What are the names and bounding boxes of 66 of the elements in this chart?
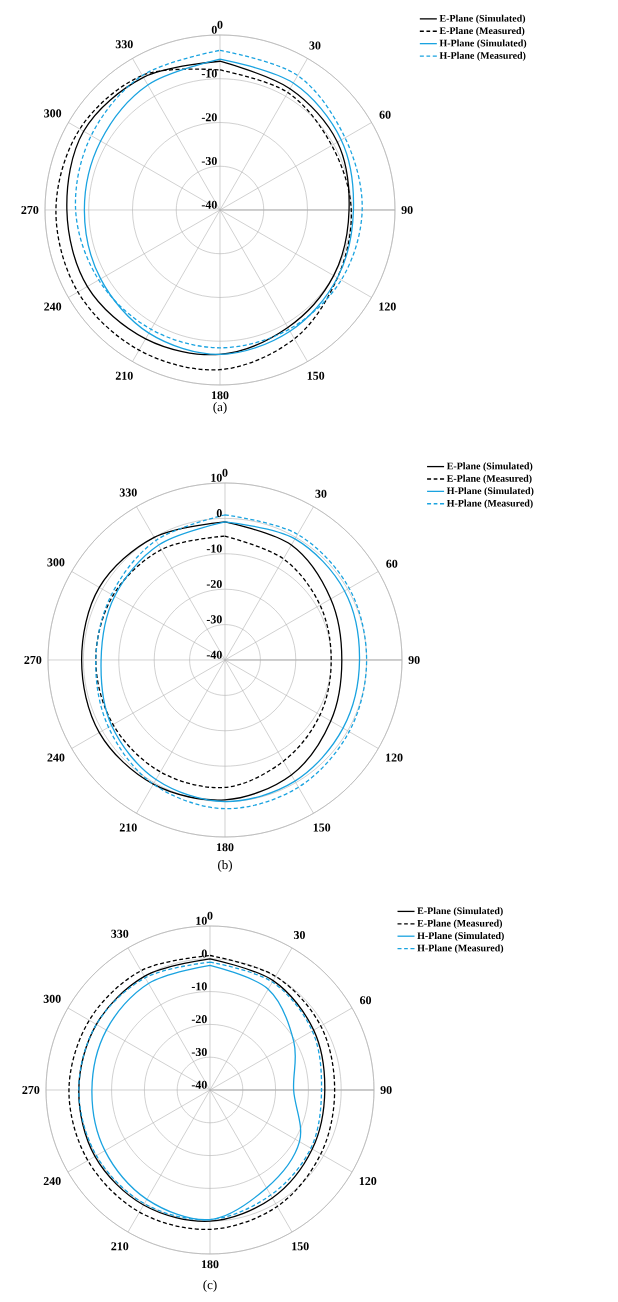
legend-label: E-Plane (Measured)	[439, 27, 525, 37]
spoke-label: 210	[111, 1242, 129, 1251]
spoke-label: 210	[115, 371, 133, 380]
spoke-label: 330	[111, 929, 129, 938]
text: (b)	[218, 860, 232, 872]
legend-label: H-Plane (Simulated)	[439, 39, 527, 49]
legend-label: E-Plane (Simulated)	[417, 907, 503, 917]
y-tick-label: -30	[206, 615, 222, 624]
legend-label: H-Plane (Measured)	[446, 499, 533, 509]
legend-label: H-Plane (Simulated)	[417, 931, 504, 942]
legend-label: E-Plane (Simulated)	[446, 462, 533, 472]
text: (a)	[213, 402, 227, 414]
spoke-label: 300	[43, 994, 61, 1003]
spoke-label: 300	[47, 558, 65, 567]
y-tick-label: 10	[211, 473, 222, 482]
y-tick-label: -30	[191, 1047, 207, 1056]
y-tick-label: 0	[211, 25, 217, 34]
spoke-label: 120	[359, 1177, 377, 1186]
spoke-label: 60	[359, 996, 372, 1005]
spoke-label: 0	[222, 468, 228, 477]
legend-label: E-Plane (Measured)	[417, 919, 503, 929]
spoke-label: 270	[21, 205, 39, 215]
y-tick-label: -40	[191, 1080, 207, 1089]
y-tick-label: -40	[206, 650, 222, 659]
spoke-label: 240	[43, 1177, 61, 1186]
spoke-label: 90	[380, 1085, 392, 1095]
legend-label: E-Plane (Simulated)	[439, 14, 526, 24]
spoke-label: 90	[401, 205, 413, 215]
spoke-label: 30	[293, 931, 305, 940]
spoke-label: 270	[24, 655, 42, 665]
y-tick-label: -40	[201, 200, 217, 209]
spoke-label: 270	[22, 1085, 40, 1095]
text: (c)	[203, 1280, 217, 1292]
y-tick-label: -30	[201, 156, 217, 166]
spoke-label: 330	[119, 488, 137, 497]
spoke-label: 60	[379, 110, 391, 119]
legend-label: H-Plane (Measured)	[439, 51, 526, 61]
spoke-label: 180	[201, 1260, 219, 1269]
spoke-label: 90	[408, 655, 420, 665]
y-tick-label: -20	[206, 579, 222, 588]
spoke-label: 240	[47, 753, 65, 762]
y-tick-label: 0	[201, 949, 207, 958]
spoke-label: 240	[44, 302, 62, 311]
legend-label: H-Plane (Measured)	[417, 944, 504, 954]
legend-label: H-Plane (Simulated)	[446, 487, 534, 497]
y-tick-label: -10	[201, 69, 217, 78]
spoke-label: 210	[119, 823, 137, 832]
spoke-label: 60	[386, 559, 398, 568]
spoke-label: 120	[386, 753, 403, 762]
spoke-label: 150	[313, 823, 331, 832]
spoke-label: 150	[292, 1242, 309, 1251]
y-tick-label: -20	[201, 113, 217, 122]
y-tick-label: -10	[191, 982, 207, 991]
y-tick-label: -20	[191, 1015, 207, 1024]
y-tick-label: -10	[206, 544, 222, 553]
spoke-label: 120	[379, 302, 396, 311]
spoke-label: 30	[309, 41, 321, 50]
spoke-label: 180	[211, 391, 229, 400]
spoke-label: 150	[307, 371, 325, 380]
spoke-label: 300	[44, 109, 62, 118]
y-tick-label: 10	[196, 916, 207, 925]
spoke-label: 330	[115, 40, 133, 49]
legend-label: E-Plane (Measured)	[446, 474, 532, 484]
spoke-label: 30	[315, 489, 327, 498]
y-tick-label: 0	[216, 509, 222, 518]
spoke-label: 180	[216, 843, 234, 852]
